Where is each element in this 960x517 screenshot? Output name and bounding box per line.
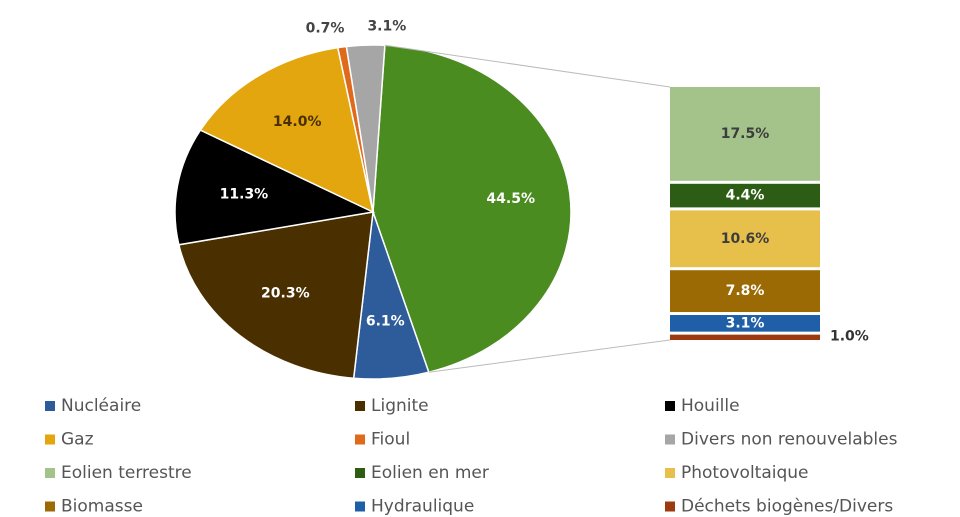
legend-swatch — [355, 501, 365, 512]
connector — [428, 339, 671, 373]
legend-label: Eolien terrestre — [61, 463, 192, 483]
legend-label: Houille — [681, 396, 740, 416]
slice-label: 6.1% — [366, 314, 405, 330]
bar-segment — [670, 334, 820, 340]
legend-swatch — [355, 401, 365, 411]
slice-label: 0.7% — [306, 21, 345, 37]
pie-slice — [345, 44, 386, 213]
legend-swatch — [45, 401, 55, 411]
slice-label: 3.1% — [367, 18, 406, 34]
legend-label: Fioul — [371, 430, 410, 450]
bar-segment — [670, 183, 820, 208]
legend-label: Lignite — [371, 396, 429, 416]
bar-label: 4.4% — [726, 188, 765, 204]
legend-label: Photovoltaique — [681, 463, 809, 483]
slice-label: 44.5% — [486, 191, 535, 207]
legend-swatch — [45, 501, 55, 512]
legend-label: Hydraulique — [371, 497, 474, 517]
legend-label: Déchets biogènes/Divers — [681, 497, 893, 517]
bar-label: 7.8% — [726, 283, 765, 299]
legend-swatch — [45, 468, 55, 478]
legend-swatch — [665, 501, 675, 512]
pie-slice — [177, 211, 374, 380]
legend-swatch — [355, 468, 365, 478]
bar-segment — [670, 87, 820, 181]
legend-swatch — [355, 434, 365, 445]
bar-label: 10.6% — [721, 231, 770, 247]
legend-label: Nucléaire — [61, 396, 141, 416]
bar-label: 17.5% — [721, 126, 770, 142]
bar-segment — [670, 210, 820, 268]
legend-label: Biomasse — [61, 497, 143, 517]
pie-slice — [199, 46, 375, 214]
legend-label: Divers non renouvelables — [681, 430, 898, 450]
slice-label: 20.3% — [261, 286, 310, 302]
legend-label: Eolien en mer — [371, 463, 489, 483]
legend-swatch — [665, 401, 675, 411]
bar-segment — [670, 315, 820, 332]
bar-label: 1.0% — [830, 328, 869, 344]
legend-swatch — [45, 434, 55, 445]
legend-label: Gaz — [61, 430, 94, 450]
pie-slice — [372, 44, 572, 374]
bar-label: 3.1% — [726, 315, 765, 331]
legend-swatch — [665, 434, 675, 445]
legend-swatch — [665, 468, 675, 478]
slice-label: 14.0% — [273, 114, 322, 130]
bar-segment — [670, 270, 820, 313]
connector — [384, 44, 671, 88]
pie-slice — [174, 129, 376, 246]
slice-label: 11.3% — [220, 187, 269, 203]
